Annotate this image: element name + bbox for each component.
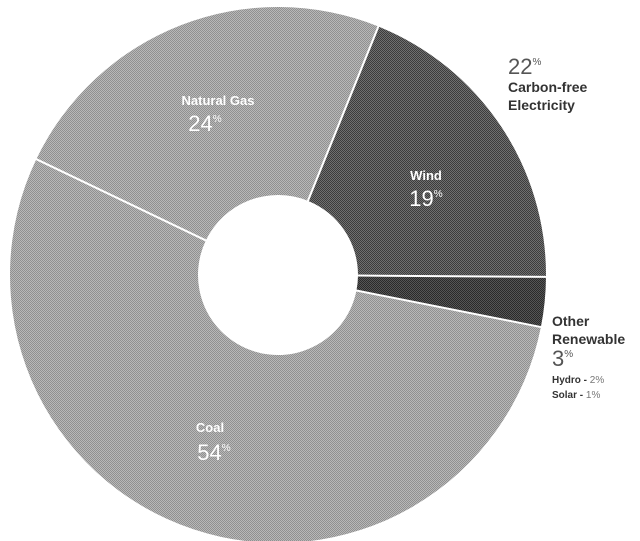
label-wind-name: Wind [410,168,442,183]
carbon-free-line1: Carbon-free [508,79,588,95]
hydro-line: Hydro - 2% [552,375,604,386]
slices-group [10,7,549,541]
label-coal-pct: 54% [197,440,230,465]
slice-separator [34,157,209,243]
label-coal-unit: % [222,443,231,454]
other-renewable-line2: Renewable [552,331,625,347]
label-coal-value: 54 [197,440,221,465]
other-renewable-value: 3 [552,346,564,371]
slice-separator [354,289,544,329]
slice-natural-gas [36,7,379,241]
other-renewable-unit: % [564,349,573,360]
carbon-free-value: 22 [508,54,532,79]
label-natural-gas-pct: 24% [188,111,221,136]
slice-coal [10,159,541,541]
other-renewable-pct: 3% [552,346,573,371]
slice-wind [307,26,546,277]
label-wind-pct: 19% [409,186,442,211]
slice-separator [306,24,381,204]
solar-line: Solar - 1% [552,390,600,401]
hydro-label: Hydro - [552,375,590,386]
solar-label: Solar - [552,390,586,401]
label-wind-unit: % [434,189,443,200]
label-wind-value: 19 [409,186,433,211]
solar-value: 1% [586,390,601,401]
other-renewable-line1: Other [552,313,590,329]
carbon-free-unit: % [532,57,541,68]
slice-other-renewable [356,275,546,328]
slice-separator [355,274,549,278]
label-natural-gas-unit: % [213,114,222,125]
label-coal-name: Coal [196,420,224,435]
carbon-free-pct: 22% [508,54,541,79]
label-natural-gas-value: 24 [188,111,212,136]
carbon-free-line2: Electricity [508,97,575,113]
hydro-value: 2% [590,375,605,386]
label-natural-gas-name: Natural Gas [182,93,255,108]
